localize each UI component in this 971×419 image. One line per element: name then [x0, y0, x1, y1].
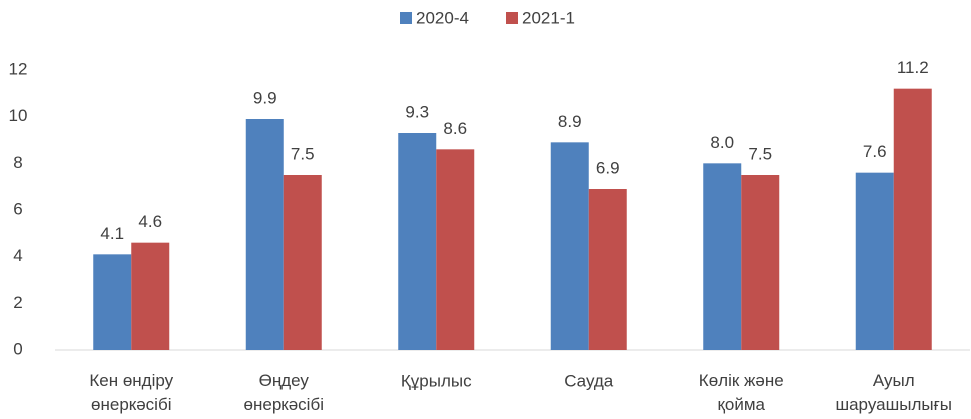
- legend-swatch: [400, 12, 412, 24]
- bar: [398, 133, 437, 350]
- bar: [550, 142, 589, 350]
- x-tick-label: Құрылыс: [401, 371, 472, 390]
- bar: [131, 242, 170, 350]
- data-label: 4.1: [100, 224, 124, 243]
- bar: [703, 163, 742, 350]
- data-label: 8.0: [710, 133, 734, 152]
- bar: [855, 172, 894, 350]
- data-label: 7.5: [291, 144, 315, 163]
- y-tick-label: 0: [13, 339, 22, 358]
- y-tick-label: 12: [9, 59, 28, 78]
- data-label: 4.6: [138, 212, 162, 231]
- x-tick-label: Ауыл шаруашылығы: [835, 371, 952, 414]
- data-label: 8.6: [443, 119, 467, 138]
- x-tick-label: Кен өндіру өнеркәсібі: [89, 371, 173, 414]
- data-label: 11.2: [897, 58, 929, 77]
- data-label: 9.9: [253, 88, 277, 107]
- bar: [436, 149, 475, 350]
- legend-label: 2021-1: [522, 8, 575, 27]
- x-tick-label: Өңдеу өнеркәсібі: [244, 371, 324, 414]
- bar: [741, 175, 780, 350]
- bar: [588, 189, 627, 350]
- data-label: 7.6: [863, 142, 887, 161]
- y-tick-label: 10: [9, 106, 28, 125]
- bar: [245, 119, 284, 350]
- bar: [893, 88, 932, 351]
- data-label: 6.9: [596, 158, 620, 177]
- legend-label: 2020-4: [416, 8, 469, 27]
- bar: [283, 175, 322, 350]
- data-label: 8.9: [558, 112, 582, 131]
- data-label: 9.3: [405, 102, 429, 121]
- y-tick-label: 2: [13, 293, 22, 312]
- y-tick-label: 6: [13, 199, 22, 218]
- y-tick-label: 8: [13, 153, 22, 172]
- x-tick-label: Көлік және қойма: [699, 371, 784, 414]
- legend-swatch: [506, 12, 518, 24]
- x-tick-label: Сауда: [564, 371, 614, 390]
- y-tick-label: 4: [13, 246, 22, 265]
- bar: [93, 254, 132, 350]
- data-label: 7.5: [748, 144, 772, 163]
